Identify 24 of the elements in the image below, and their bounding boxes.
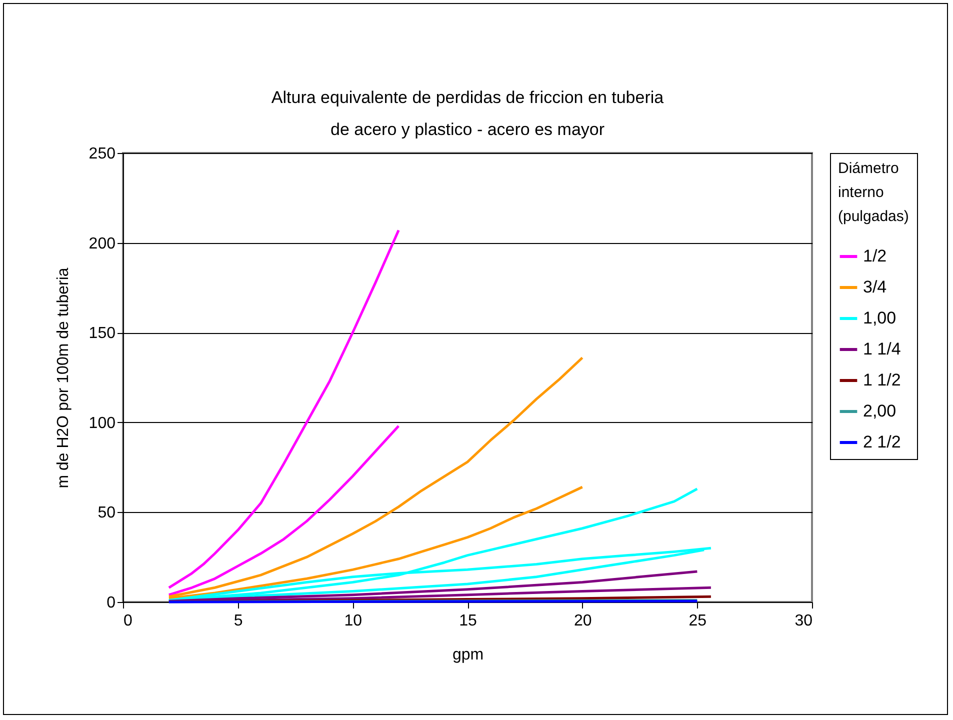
chart-title: Altura equivalente de perdidas de friccion en tuberia de acero y plastico - acero es mayor xyxy=(271,88,664,139)
y-tick-label: 200 xyxy=(88,235,116,252)
y-tick-label: 0 xyxy=(106,594,116,612)
x-tick-label: 25 xyxy=(688,612,707,630)
x-tick-label: 15 xyxy=(459,612,477,630)
legend-label: 2 1/2 xyxy=(863,432,901,452)
y-tick-label: 150 xyxy=(88,325,116,342)
x-tick-label: 20 xyxy=(574,612,592,630)
legend-label: 2,00 xyxy=(863,402,896,420)
legend-label: 1 1/4 xyxy=(863,340,901,358)
x-tick-label: 30 xyxy=(794,612,813,630)
legend-label: 1/2 xyxy=(863,246,887,266)
legend-label: 1 1/2 xyxy=(863,370,901,390)
x-tick-label: 0 xyxy=(124,612,132,630)
y-tick-label: 50 xyxy=(98,504,116,522)
x-tick-label: 10 xyxy=(344,612,362,630)
legend-label: 1,00 xyxy=(863,308,896,328)
legend-label: 3/4 xyxy=(863,278,887,296)
x-tick-label: 5 xyxy=(234,612,243,630)
y-tick-label: 100 xyxy=(88,414,116,432)
y-tick-label: 250 xyxy=(88,146,116,162)
y-axis-title: m de H2O por 100m de tuberia xyxy=(54,268,72,488)
x-axis-title: gpm xyxy=(452,646,484,664)
legend-title: Diámetro interno (pulgadas) xyxy=(838,160,909,225)
